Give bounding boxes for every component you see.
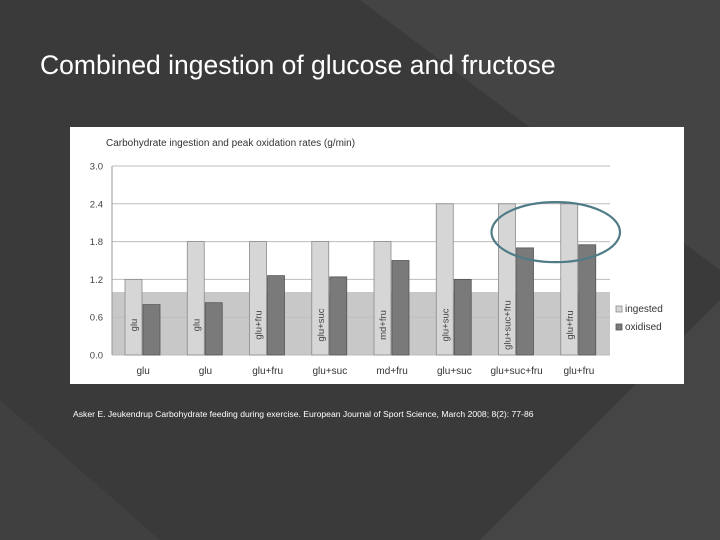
- chart-figure: Carbohydrate ingestion and peak oxidatio…: [70, 127, 684, 384]
- bar-ingested: [124, 278, 143, 356]
- y-tick-label: 0.6: [90, 313, 103, 324]
- bar-oxidised: [329, 276, 348, 356]
- bar-ingested: [435, 203, 454, 356]
- bar-inner-label: glu+suc: [440, 308, 451, 341]
- bar-inner-label: md+fru: [378, 310, 389, 340]
- bar-ingested: [311, 241, 330, 356]
- x-tick-label: glu+suc: [437, 366, 472, 377]
- bar-ingested: [498, 203, 516, 356]
- x-tick-label: glu+suc: [313, 366, 348, 377]
- bar-inner-label: glu+suc: [316, 308, 327, 341]
- slide-title: Combined ingestion of glucose and fructo…: [40, 50, 556, 80]
- y-tick-label: 2.4: [90, 199, 103, 210]
- chart-title: Carbohydrate ingestion and peak oxidatio…: [106, 138, 355, 149]
- legend-swatch-oxidised: [615, 323, 623, 331]
- x-tick-label: glu: [136, 366, 149, 377]
- legend-label-ingested: ingested: [625, 304, 663, 315]
- legend-swatch-ingested: [615, 305, 623, 313]
- bar-oxidised: [453, 278, 472, 356]
- x-tick-label: glu: [199, 366, 212, 377]
- bar-inner-label: glu+fru: [565, 310, 576, 339]
- bar-inner-label: glu+suc+fru: [503, 300, 514, 350]
- shaded-band: [112, 292, 610, 355]
- bar-ingested: [249, 241, 267, 356]
- bar-oxidised: [578, 244, 597, 356]
- y-tick-label: 1.8: [90, 237, 103, 248]
- y-tick-label: 1.2: [90, 275, 103, 286]
- bar-inner-label: glu: [191, 319, 202, 332]
- citation-text: Asker E. Jeukendrup Carbohydrate feeding…: [73, 409, 534, 419]
- highlight-ellipse: [490, 201, 622, 264]
- bar-ingested: [373, 241, 392, 356]
- bar-oxidised: [267, 275, 285, 356]
- legend-label-oxidised: oxidised: [625, 322, 662, 333]
- bar-oxidised: [204, 302, 223, 356]
- bar-inner-label: glu: [129, 319, 140, 332]
- bar-oxidised: [142, 304, 161, 356]
- x-tick-label: md+fru: [376, 366, 407, 377]
- bar-inner-label: glu+fru: [254, 310, 265, 339]
- bar-chart: Carbohydrate ingestion and peak oxidatio…: [90, 138, 663, 377]
- y-tick-label: 0.0: [90, 351, 103, 362]
- y-tick-label: 3.0: [90, 162, 103, 173]
- bar-oxidised: [391, 260, 410, 356]
- bar-oxidised: [516, 247, 534, 356]
- x-tick-label: glu+suc+fru: [490, 366, 542, 377]
- x-tick-label: glu+fru: [252, 366, 283, 377]
- x-tick-label: glu+fru: [563, 366, 594, 377]
- bar-ingested: [186, 241, 205, 356]
